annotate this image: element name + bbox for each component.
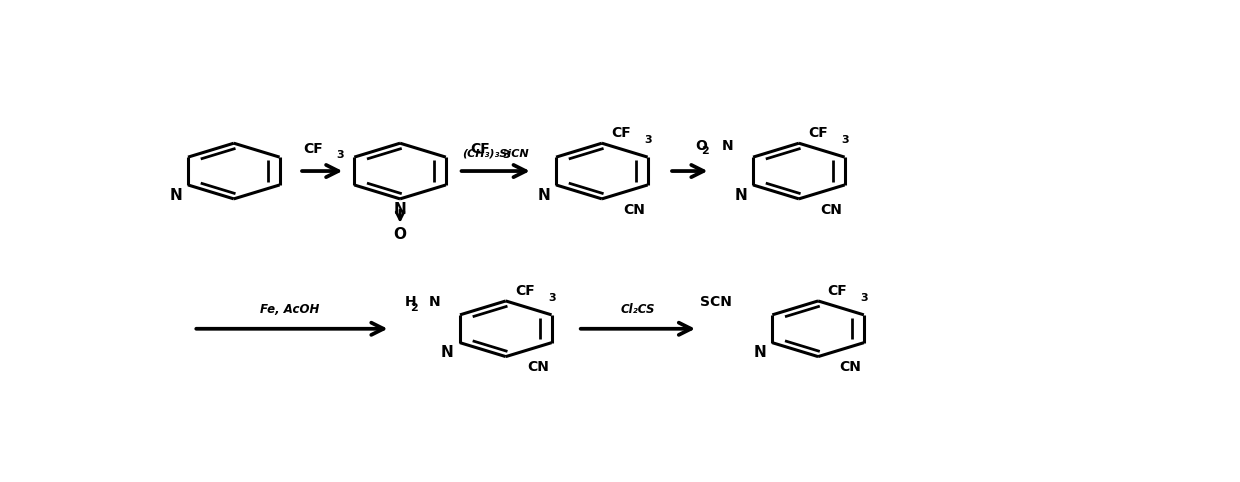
Text: Cl₂CS: Cl₂CS (621, 303, 655, 316)
Text: CF: CF (516, 284, 536, 298)
Text: 3: 3 (548, 293, 556, 303)
Text: CF: CF (808, 126, 828, 140)
Text: N: N (722, 139, 733, 153)
Text: O: O (393, 228, 407, 242)
Text: 3: 3 (861, 293, 868, 303)
Text: CF: CF (470, 142, 490, 156)
Text: CN: CN (820, 202, 842, 216)
Text: CN: CN (527, 361, 549, 375)
Text: H: H (404, 295, 415, 309)
Text: 2: 2 (410, 303, 418, 313)
Text: CN: CN (839, 361, 861, 375)
Text: N: N (754, 345, 766, 360)
Text: SCN: SCN (701, 295, 732, 309)
Text: CF: CF (611, 126, 631, 140)
Text: 3: 3 (336, 150, 343, 161)
Text: 3: 3 (502, 150, 510, 161)
Text: N: N (441, 345, 454, 360)
Text: N: N (734, 187, 746, 202)
Text: N: N (393, 202, 407, 217)
Text: 3: 3 (645, 135, 652, 145)
Text: 3: 3 (841, 135, 849, 145)
Text: (CH₃)₃SiCN: (CH₃)₃SiCN (463, 148, 529, 158)
Text: CN: CN (622, 202, 645, 216)
Text: O: O (696, 139, 707, 153)
Text: N: N (537, 187, 551, 202)
Text: 2: 2 (701, 147, 709, 156)
Text: N: N (170, 188, 182, 203)
Text: Fe, AcOH: Fe, AcOH (260, 303, 319, 316)
Text: CF: CF (304, 142, 324, 156)
Text: N: N (428, 295, 440, 309)
Text: CF: CF (828, 284, 847, 298)
